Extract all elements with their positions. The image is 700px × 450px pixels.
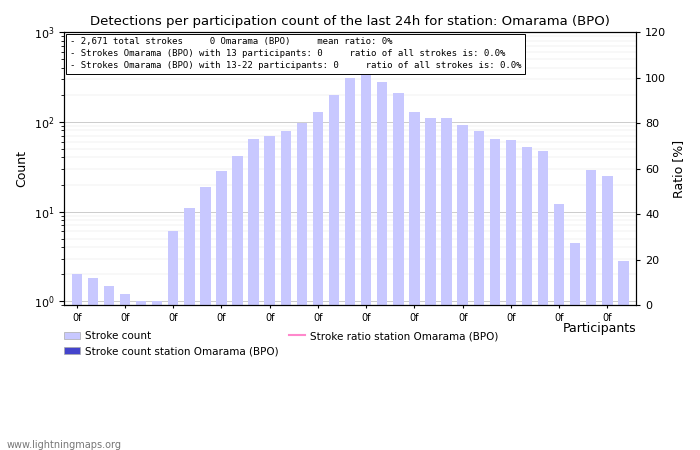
Bar (104, 286, 114, 450)
Bar (489, 139, 500, 450)
Bar (554, 204, 564, 450)
Bar (505, 140, 516, 450)
Text: www.lightningmaps.org: www.lightningmaps.org (7, 440, 122, 450)
Legend: Stroke count, Stroke count station Omarama (BPO), Stroke ratio station Omarama (: Stroke count, Stroke count station Omara… (60, 327, 503, 360)
Bar (216, 171, 227, 450)
Bar (184, 208, 195, 450)
Bar (120, 294, 130, 450)
Y-axis label: Count: Count (15, 150, 28, 187)
Text: Participants: Participants (563, 322, 636, 335)
Bar (618, 261, 629, 450)
Bar (393, 93, 404, 450)
Bar (152, 302, 162, 450)
Bar (361, 71, 372, 450)
Bar (297, 123, 307, 450)
Bar (410, 112, 419, 450)
Bar (538, 151, 548, 450)
Bar (457, 125, 468, 450)
Text: - 2,671 total strokes     0 Omarama (BPO)     mean ratio: 0%
- Strokes Omarama (: - 2,671 total strokes 0 Omarama (BPO) me… (69, 37, 521, 70)
Bar (265, 135, 275, 450)
Title: Detections per participation count of the last 24h for station: Omarama (BPO): Detections per participation count of th… (90, 15, 610, 28)
Bar (329, 94, 340, 450)
Bar (248, 139, 259, 450)
Y-axis label: Ratio [%]: Ratio [%] (672, 140, 685, 198)
Bar (426, 118, 435, 450)
Bar (586, 170, 596, 450)
Bar (232, 156, 243, 450)
Bar (136, 302, 146, 450)
Bar (441, 118, 452, 450)
Bar (522, 147, 532, 450)
Bar (473, 131, 484, 450)
Bar (345, 77, 356, 450)
Bar (570, 243, 580, 450)
Bar (313, 112, 323, 450)
Bar (377, 81, 388, 450)
Bar (168, 231, 178, 450)
Bar (602, 176, 612, 450)
Bar (71, 274, 82, 450)
Bar (200, 187, 211, 450)
Bar (281, 131, 291, 450)
Bar (88, 279, 98, 450)
